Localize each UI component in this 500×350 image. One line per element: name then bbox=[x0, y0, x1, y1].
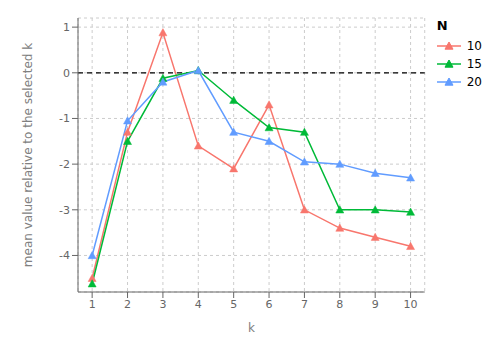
svg-text:9: 9 bbox=[372, 298, 379, 311]
html-text:N: N bbox=[436, 18, 448, 33]
svg-text:4: 4 bbox=[195, 298, 202, 311]
svg-text:1: 1 bbox=[89, 298, 96, 311]
html-text:10: 10 bbox=[466, 39, 482, 53]
html-text:20: 20 bbox=[466, 75, 482, 89]
svg-text:7: 7 bbox=[301, 298, 308, 311]
svg-text:mean value relative to the sel: mean value relative to the selected k bbox=[21, 43, 35, 267]
svg-text:-4: -4 bbox=[59, 249, 70, 262]
svg-text:10: 10 bbox=[404, 298, 418, 311]
svg-text:6: 6 bbox=[266, 298, 273, 311]
svg-text:1: 1 bbox=[63, 21, 70, 34]
svg-text:0: 0 bbox=[63, 67, 70, 80]
html-text:15: 15 bbox=[466, 57, 482, 71]
svg-text:-2: -2 bbox=[59, 158, 70, 171]
svg-text:8: 8 bbox=[336, 298, 343, 311]
svg-text:-3: -3 bbox=[59, 204, 70, 217]
svg-text:-1: -1 bbox=[59, 112, 70, 125]
svg-text:2: 2 bbox=[124, 298, 131, 311]
svg-text:k: k bbox=[248, 321, 255, 335]
svg-text:5: 5 bbox=[230, 298, 237, 311]
svg-text:3: 3 bbox=[159, 298, 166, 311]
